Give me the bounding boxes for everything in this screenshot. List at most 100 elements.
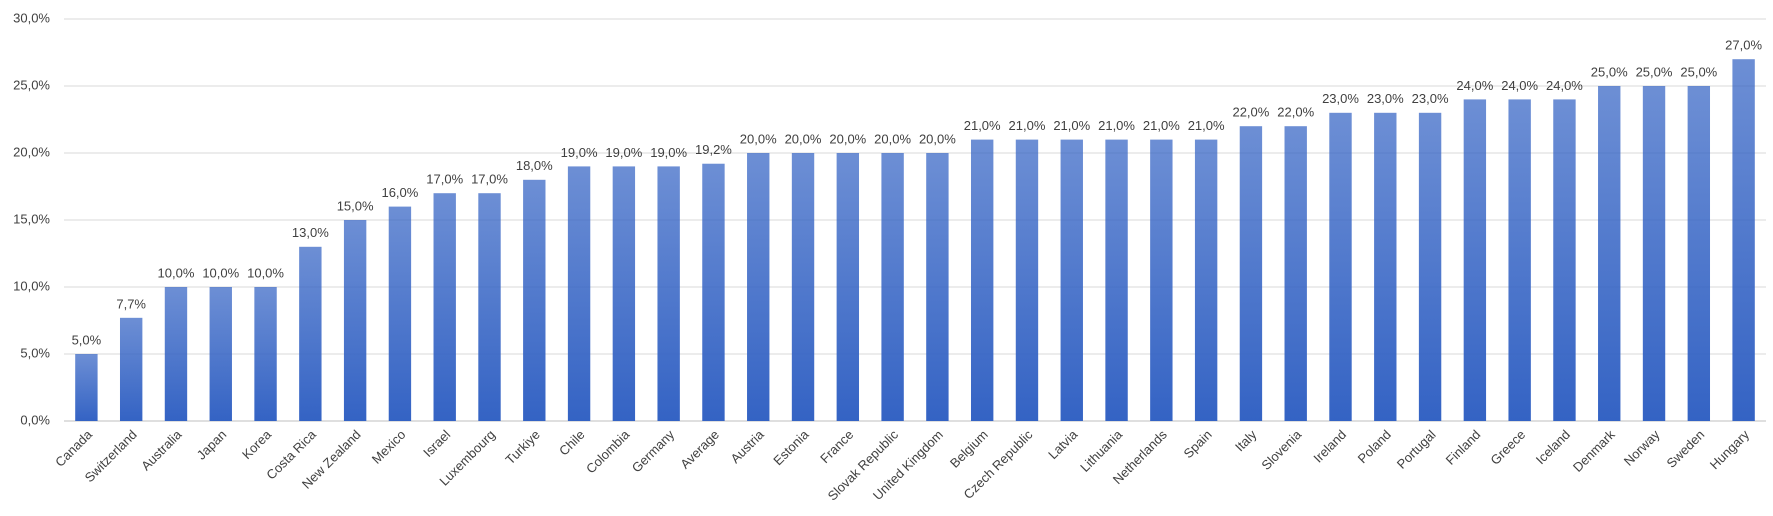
bar <box>1598 86 1621 421</box>
data-label: 16,0% <box>381 185 418 200</box>
bar <box>1105 139 1128 421</box>
bar <box>388 206 412 421</box>
x-tick-label: Iceland <box>1533 427 1573 467</box>
data-label: 21,0% <box>1053 118 1090 133</box>
x-tick-label: Belgium <box>947 427 991 471</box>
x-tick-label: Slovenia <box>1258 426 1304 472</box>
data-label: 23,0% <box>1412 91 1449 106</box>
x-tick-label: Australia <box>138 426 185 473</box>
y-tick-label: 30,0% <box>13 10 50 25</box>
bar <box>1015 139 1039 421</box>
data-label: 23,0% <box>1367 91 1404 106</box>
bar <box>881 153 904 421</box>
data-label: 17,0% <box>471 172 508 187</box>
bar <box>1060 139 1083 421</box>
data-label: 25,0% <box>1636 64 1673 79</box>
data-label: 20,0% <box>919 131 956 146</box>
bar <box>523 179 546 421</box>
bar <box>75 354 98 421</box>
bar <box>1508 99 1531 422</box>
y-tick-label: 15,0% <box>13 211 50 226</box>
data-label: 13,0% <box>292 225 329 240</box>
data-label: 21,0% <box>1188 118 1225 133</box>
bar <box>1284 126 1307 421</box>
x-tick-label: Portugal <box>1394 427 1439 472</box>
y-tick-label: 10,0% <box>13 278 50 293</box>
data-label: 7,7% <box>116 296 146 311</box>
bar <box>1642 86 1666 421</box>
bar <box>970 139 994 421</box>
x-tick-label: Poland <box>1355 427 1394 466</box>
data-label: 10,0% <box>158 265 195 280</box>
bar <box>119 317 143 421</box>
bar <box>254 287 277 421</box>
data-label: 21,0% <box>1143 118 1180 133</box>
data-label: 22,0% <box>1232 105 1269 120</box>
bar <box>702 163 725 421</box>
x-tick-label: Italy <box>1232 427 1260 455</box>
x-tick-label: Germany <box>629 427 678 476</box>
data-label: 10,0% <box>247 265 284 280</box>
data-label: 24,0% <box>1456 78 1493 93</box>
data-label: 24,0% <box>1501 78 1538 93</box>
bar <box>657 166 680 421</box>
x-tick-label: Latvia <box>1045 426 1081 462</box>
data-label: 22,0% <box>1277 105 1314 120</box>
bar <box>612 166 636 421</box>
x-tick-label: Finland <box>1443 427 1484 468</box>
y-tick-label: 20,0% <box>13 144 50 159</box>
y-tick-label: 25,0% <box>13 77 50 92</box>
x-tick-label: Norway <box>1621 427 1663 469</box>
bar <box>1150 139 1173 421</box>
bar <box>1374 112 1397 422</box>
y-tick-label: 0,0% <box>20 412 50 427</box>
bar <box>836 153 860 421</box>
bar <box>747 153 770 421</box>
bar <box>1463 99 1487 422</box>
bar <box>343 220 367 421</box>
data-label: 23,0% <box>1322 91 1359 106</box>
bar <box>478 193 501 421</box>
x-tick-label: Colombia <box>583 426 633 476</box>
x-tick-label: Canada <box>52 426 95 469</box>
bar <box>926 153 949 421</box>
bar <box>1194 139 1218 421</box>
x-tick-label: Spain <box>1181 427 1215 461</box>
bar <box>1553 99 1576 422</box>
data-label: 20,0% <box>829 131 866 146</box>
x-tick-label: Turkiye <box>502 427 542 467</box>
bar <box>1329 112 1352 422</box>
data-label: 15,0% <box>337 198 374 213</box>
bar <box>164 287 188 421</box>
bar <box>1687 86 1711 421</box>
data-label: 18,0% <box>516 158 553 173</box>
data-label: 27,0% <box>1725 38 1762 53</box>
bar <box>299 246 322 421</box>
data-label: 19,0% <box>650 145 687 160</box>
y-tick-label: 5,0% <box>20 345 50 360</box>
data-label: 21,0% <box>1009 118 1046 133</box>
data-label: 25,0% <box>1591 64 1628 79</box>
data-label: 17,0% <box>426 172 463 187</box>
bar <box>1239 126 1263 421</box>
bar <box>791 153 815 421</box>
data-label: 21,0% <box>964 118 1001 133</box>
x-tick-label: Sweden <box>1664 427 1708 471</box>
bar <box>1732 59 1755 421</box>
bar <box>567 166 591 421</box>
x-tick-label: Korea <box>239 426 275 462</box>
bar <box>433 193 456 421</box>
x-tick-label: Estonia <box>770 426 812 468</box>
data-label: 20,0% <box>874 131 911 146</box>
x-tick-label: Chile <box>556 427 588 459</box>
data-label: 19,2% <box>695 142 732 157</box>
data-label: 25,0% <box>1680 64 1717 79</box>
data-label: 20,0% <box>740 131 777 146</box>
x-tick-label: Austria <box>728 426 768 466</box>
x-tick-label: Ireland <box>1310 427 1349 466</box>
x-tick-label: Hungary <box>1707 427 1753 473</box>
x-tick-label: Japan <box>194 427 230 463</box>
data-label: 20,0% <box>785 131 822 146</box>
